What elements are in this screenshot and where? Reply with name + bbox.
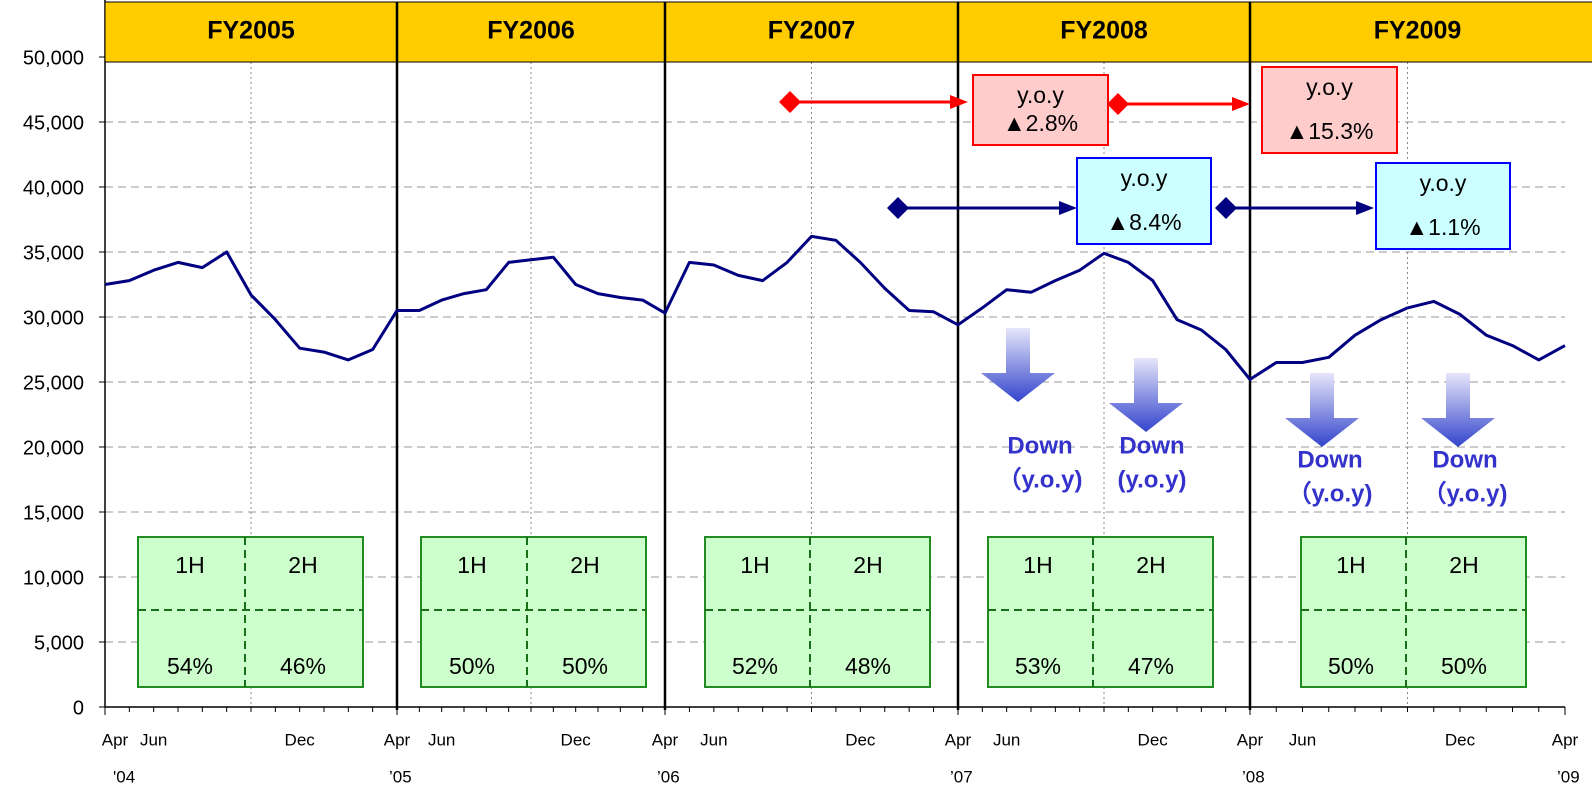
y-tick-label: 40,000 — [23, 177, 84, 199]
half-share: 50% — [449, 653, 495, 679]
fy-label: FY2008 — [1060, 17, 1148, 45]
fy-label: FY2005 — [207, 17, 295, 45]
x-tick-label: Apr — [652, 730, 679, 749]
down-sub: （y.o.y) — [1288, 480, 1373, 507]
yoy-diamond — [779, 91, 801, 113]
down-label: Down — [1119, 432, 1184, 459]
fy-header — [104, 1, 1592, 63]
half-label: 1H — [740, 552, 769, 578]
x-tick-label: Dec — [1445, 730, 1476, 749]
year-label: ’09 — [1557, 767, 1580, 786]
y-tick-label: 5,000 — [34, 632, 84, 654]
down-sub: （y.o.y) — [998, 466, 1083, 493]
half-share: 50% — [1441, 653, 1487, 679]
half-box — [987, 536, 1214, 688]
yoy-box — [1375, 162, 1511, 250]
fy-label: FY2007 — [768, 17, 856, 45]
down-label: Down — [1297, 446, 1362, 473]
fy-label: FY2009 — [1374, 17, 1462, 45]
half-label: 2H — [1449, 552, 1478, 578]
down-arrow — [1285, 373, 1359, 447]
fy-label: FY2006 — [487, 17, 575, 45]
half-share: 48% — [845, 653, 891, 679]
half-label: 1H — [1336, 552, 1365, 578]
yoy-arrowhead — [950, 95, 968, 109]
down-arrow — [981, 328, 1055, 402]
yoy-arrowhead — [1059, 201, 1077, 215]
x-tick-label: Apr — [1552, 730, 1579, 749]
y-tick-label: 0 — [73, 697, 84, 719]
year-label: ’05 — [389, 767, 412, 786]
y-tick-label: 35,000 — [23, 242, 84, 264]
yoy-diamond — [1215, 197, 1237, 219]
yoy-box — [1261, 66, 1398, 154]
down-sub: (y.o.y) — [1118, 466, 1187, 493]
yoy-box — [972, 74, 1109, 146]
yoy-title: y.o.y — [1420, 170, 1467, 196]
year-label: '04 — [113, 767, 135, 786]
yoy-title: y.o.y — [1121, 165, 1168, 191]
x-tick-label: Dec — [845, 730, 876, 749]
half-label: 1H — [457, 552, 486, 578]
yoy-diamond — [1107, 93, 1129, 115]
down-sub: （y.o.y) — [1423, 480, 1508, 507]
x-tick-label: Apr — [102, 730, 129, 749]
half-share: 50% — [562, 653, 608, 679]
half-share: 46% — [280, 653, 326, 679]
x-tick-label: Dec — [561, 730, 592, 749]
x-tick-label: Jun — [428, 730, 455, 749]
half-box — [420, 536, 647, 688]
x-tick-label: Dec — [285, 730, 316, 749]
y-tick-label: 45,000 — [23, 112, 84, 134]
down-label: Down — [1432, 446, 1497, 473]
x-tick-label: Apr — [1237, 730, 1264, 749]
year-label: ’08 — [1242, 767, 1265, 786]
x-tick-label: Dec — [1138, 730, 1169, 749]
half-share: 47% — [1128, 653, 1174, 679]
y-tick-label: 10,000 — [23, 567, 84, 589]
yoy-diamond — [887, 197, 909, 219]
x-tick-label: Jun — [1289, 730, 1316, 749]
half-box — [137, 536, 364, 688]
half-share: 52% — [732, 653, 778, 679]
half-box — [1300, 536, 1527, 688]
y-tick-label: 50,000 — [23, 47, 84, 69]
yoy-change: ▲2.8% — [1003, 110, 1078, 136]
yoy-change: ▲15.3% — [1286, 118, 1374, 144]
half-label: 1H — [175, 552, 204, 578]
half-label: 2H — [570, 552, 599, 578]
half-share: 50% — [1328, 653, 1374, 679]
yoy-title: y.o.y — [1017, 82, 1064, 108]
yoy-box — [1076, 157, 1212, 245]
x-tick-label: Jun — [993, 730, 1020, 749]
half-box — [704, 536, 931, 688]
half-share: 54% — [167, 653, 213, 679]
yoy-change: ▲1.1% — [1405, 214, 1480, 240]
yoy-title: y.o.y — [1306, 74, 1353, 100]
x-tick-label: Jun — [700, 730, 727, 749]
yoy-change: ▲8.4% — [1106, 209, 1181, 235]
y-tick-label: 25,000 — [23, 372, 84, 394]
half-label: 2H — [288, 552, 317, 578]
down-arrow — [1109, 358, 1183, 432]
half-label: 2H — [853, 552, 882, 578]
yoy-arrowhead — [1356, 201, 1374, 215]
y-tick-label: 20,000 — [23, 437, 84, 459]
y-tick-label: 30,000 — [23, 307, 84, 329]
y-tick-label: 15,000 — [23, 502, 84, 524]
down-arrow — [1421, 373, 1495, 447]
x-tick-label: Jun — [140, 730, 167, 749]
yoy-arrowhead — [1232, 97, 1250, 111]
x-tick-label: Apr — [384, 730, 411, 749]
year-label: ’06 — [657, 767, 680, 786]
half-label: 1H — [1023, 552, 1052, 578]
x-tick-label: Apr — [945, 730, 972, 749]
half-label: 2H — [1136, 552, 1165, 578]
year-label: ’07 — [950, 767, 973, 786]
data-line — [104, 234, 1566, 381]
down-label: Down — [1007, 432, 1072, 459]
half-share: 53% — [1015, 653, 1061, 679]
